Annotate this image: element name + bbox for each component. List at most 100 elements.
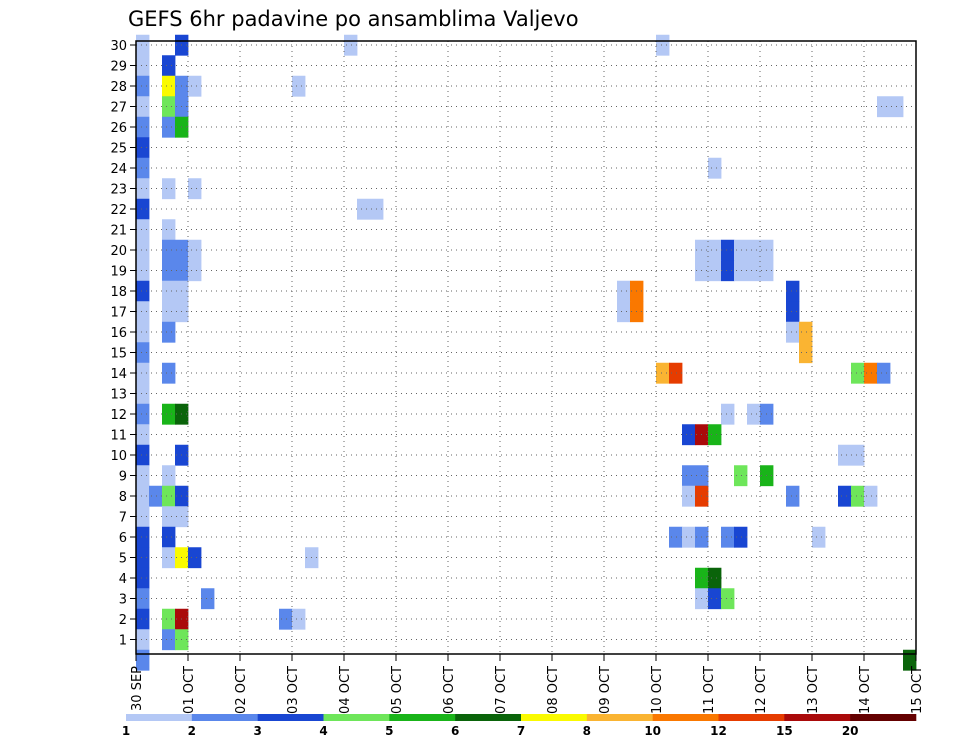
- x-tick-label: 09 OCT: [598, 666, 613, 714]
- heatmap-cell-m14-t55: [851, 362, 865, 384]
- heatmap-cell-m6-t52: [812, 526, 826, 548]
- x-tick-label: 03 OCT: [286, 666, 301, 714]
- colorbar-label: 3: [253, 724, 261, 738]
- heatmap-cell-m4-t44: [708, 567, 722, 589]
- y-tick-label: 6: [119, 531, 127, 546]
- y-tick-label: 12: [110, 408, 127, 423]
- colorbar-swatch: [652, 714, 719, 721]
- y-tick-label: 8: [119, 490, 127, 505]
- colorbar-label: 8: [583, 724, 591, 738]
- heatmap-cell-m30-t0: [136, 34, 150, 56]
- heatmap-cell-m12-t47: [747, 403, 761, 425]
- colorbar: 1 2 3 4 5 6 7 8 10 12 15 20: [122, 714, 917, 738]
- heatmap-cell-m19-t43: [695, 260, 722, 282]
- heatmap-cell-m16-t0: [136, 321, 150, 343]
- heatmap-cell-m20-t46: [734, 239, 774, 261]
- heatmap-cell-m23-t4: [188, 178, 202, 200]
- heatmap-cell-m19-t2: [162, 260, 189, 282]
- colorbar-swatch: [850, 714, 917, 721]
- x-tick-label: 08 OCT: [546, 666, 561, 714]
- heatmap-cell-m20-t45: [721, 239, 735, 261]
- heatmap-cell-m16-t50: [786, 321, 800, 343]
- heatmap-cell-m29-t2: [162, 55, 176, 77]
- y-tick-label: 29: [110, 60, 127, 75]
- heatmap-cell-m20-t4: [188, 239, 202, 261]
- heatmap-cell-m22-t17: [357, 198, 384, 220]
- heatmap-cell-m19-t46: [734, 260, 774, 282]
- plot-frame: [135, 40, 917, 655]
- y-tick-label: 14: [110, 367, 127, 382]
- y-tick-label: 28: [110, 80, 127, 95]
- colorbar-swatch: [521, 714, 588, 721]
- heatmap-cell-m8-t56: [864, 485, 878, 507]
- y-tick-label: 22: [110, 203, 127, 218]
- colorbar-swatch: [126, 714, 193, 721]
- y-tick-label: 1: [119, 634, 127, 649]
- heatmap-cell-m14-t40: [656, 362, 670, 384]
- heatmap-cell-m21-t2: [162, 219, 176, 241]
- heatmap-cell-m14-t57: [877, 362, 891, 384]
- heatmap-cell-m6-t45: [721, 526, 735, 548]
- heatmap-cell-m14-t56: [864, 362, 878, 384]
- heatmap-cell-m10-t0: [136, 444, 150, 466]
- x-tick-label: 30 SEP: [130, 666, 145, 711]
- y-tick-label: 25: [110, 142, 127, 157]
- heatmap-cell-m2-t12: [292, 608, 306, 630]
- heatmap-cell-m18-t37: [617, 280, 631, 302]
- heatmap-cell-m8-t54: [838, 485, 852, 507]
- y-tick-label: 30: [110, 39, 127, 54]
- heatmap-cell-m2-t0: [136, 608, 150, 630]
- heatmap-cell-m27-t0: [136, 96, 150, 118]
- heatmap-cell-m15-t0: [136, 342, 150, 364]
- heatmap-cell-m12-t0: [136, 403, 150, 425]
- colorbar-label: 2: [188, 724, 196, 738]
- heatmap-cell-m8-t50: [786, 485, 800, 507]
- y-tick-label: 20: [110, 244, 127, 259]
- colorbar-label: 5: [385, 724, 393, 738]
- heatmap-cell-m14-t41: [669, 362, 683, 384]
- heatmap-cell-m9-t42: [682, 465, 709, 487]
- y-tick-label: 19: [110, 265, 127, 280]
- heatmap-cell-m1-t2: [162, 629, 176, 651]
- colorbar-swatch: [257, 714, 324, 721]
- grid-lines: [136, 41, 916, 654]
- heatmap-cell-m20-t43: [695, 239, 722, 261]
- heatmap-cell-m17-t2: [162, 301, 189, 323]
- heatmap-cell-m20-t2: [162, 239, 189, 261]
- heatmap-cell-m14-t0: [136, 362, 150, 384]
- colorbar-swatch: [784, 714, 851, 721]
- heatmap-cell-m11-t44: [708, 424, 722, 446]
- x-tick-label: 04 OCT: [338, 666, 353, 714]
- y-tick-label: 7: [119, 511, 127, 526]
- y-tick-label: 23: [110, 183, 127, 198]
- heatmap-cell-m12-t45: [721, 403, 735, 425]
- y-tick-label: 26: [110, 121, 127, 136]
- heatmap-cell-m6-t2: [162, 526, 176, 548]
- x-tick-label: 11 OCT: [702, 666, 717, 714]
- heatmap-cell-m7-t0: [136, 506, 150, 528]
- heatmap-cell-m5-t4: [188, 547, 202, 569]
- heatmap-cell-m8-t2: [162, 485, 176, 507]
- heatmap-cell-m3-t0: [136, 588, 150, 610]
- heatmap-cell-m8-t42: [682, 485, 696, 507]
- x-tick-label: 14 OCT: [858, 666, 873, 714]
- heatmap-cell-m17-t50: [786, 301, 800, 323]
- heatmap-cell-m0-t0: [136, 649, 150, 671]
- y-tick-label: 24: [110, 162, 127, 177]
- heatmap-cell-m16-t2: [162, 321, 176, 343]
- heatmap-cell-m8-t55: [851, 485, 865, 507]
- heatmap-cell-m16-t51: [799, 321, 813, 343]
- heatmap-cell-m17-t37: [617, 301, 631, 323]
- colorbar-swatch: [718, 714, 785, 721]
- heatmap-cell-m19-t4: [188, 260, 202, 282]
- heatmap-cell-m4-t0: [136, 567, 150, 589]
- y-tick-label: 11: [110, 429, 127, 444]
- x-tick-label: 05 OCT: [390, 666, 405, 714]
- heatmap-cell-m24-t0: [136, 157, 150, 179]
- colorbar-label: 15: [776, 724, 793, 738]
- colorbar-label: 10: [644, 724, 661, 738]
- heatmap-cell-m28-t4: [188, 75, 202, 97]
- y-axis: 1234567891011121314151617181920212223242…: [110, 39, 136, 649]
- heatmap-cell-m14-t2: [162, 362, 176, 384]
- x-tick-label: 07 OCT: [494, 666, 509, 714]
